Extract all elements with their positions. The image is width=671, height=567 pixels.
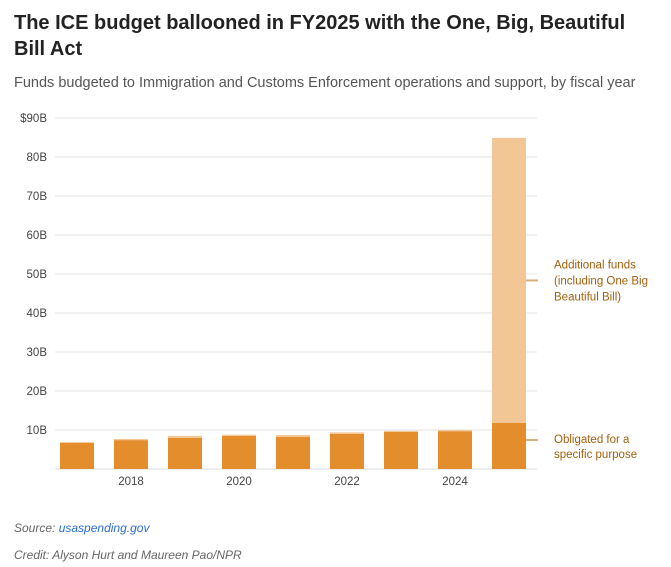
credit: Credit: Alyson Hurt and Maureen Pao/NPR [14,548,242,562]
y-tick-label: 30B [27,347,48,359]
bar-additional-2023 [384,430,418,432]
chart-title: The ICE budget ballooned in FY2025 with … [14,12,626,60]
source-link[interactable]: usaspending.gov [58,521,150,535]
bar-additional-2019 [168,435,202,438]
bar-obligated-2020 [222,435,256,469]
x-tick-label: 2022 [334,476,360,488]
bar-additional-2021 [276,435,310,438]
bar-obligated-2024 [438,431,472,469]
bar-obligated-2018 [114,440,148,469]
x-tick-label: 2020 [226,476,252,488]
y-tick-label: 10B [27,425,48,437]
y-tick-label: 20B [27,386,48,398]
y-tick-label: 40B [27,308,48,320]
y-tick-label: 80B [27,152,48,164]
bar-additional-2022 [330,432,364,434]
annotation-additional: Beautiful Bill) [554,291,621,303]
source-label: Source: [14,521,56,535]
bar-obligated-2023 [384,431,418,469]
bar-additional-2025 [492,137,526,423]
source-line: Source: usaspending.gov [14,521,149,535]
bar-additional-2017 [60,442,94,443]
y-tick-label: 70B [27,191,48,203]
y-tick-label: 60B [27,230,48,242]
bar-obligated-2017 [60,442,94,469]
bar-additional-2024 [438,430,472,432]
bar-additional-2018 [114,438,148,441]
y-tick-label: $90B [20,113,47,125]
bar-obligated-2019 [168,437,202,469]
bar-obligated-2025 [492,422,526,469]
annotation-additional: (including One Big [554,275,648,287]
bar-obligated-2022 [330,433,364,469]
x-tick-label: 2018 [118,476,144,488]
x-tick-label: 2024 [442,476,468,488]
y-tick-label: 50B [27,269,48,281]
chart-subtitle: Funds budgeted to Immigration and Custom… [14,75,636,91]
bar-additional-2020 [222,434,256,436]
annotation-additional: Additional funds [554,259,636,271]
annotation-obligated: specific purpose [554,449,637,461]
bar-obligated-2021 [276,437,310,469]
annotation-obligated: Obligated for a [554,434,630,446]
